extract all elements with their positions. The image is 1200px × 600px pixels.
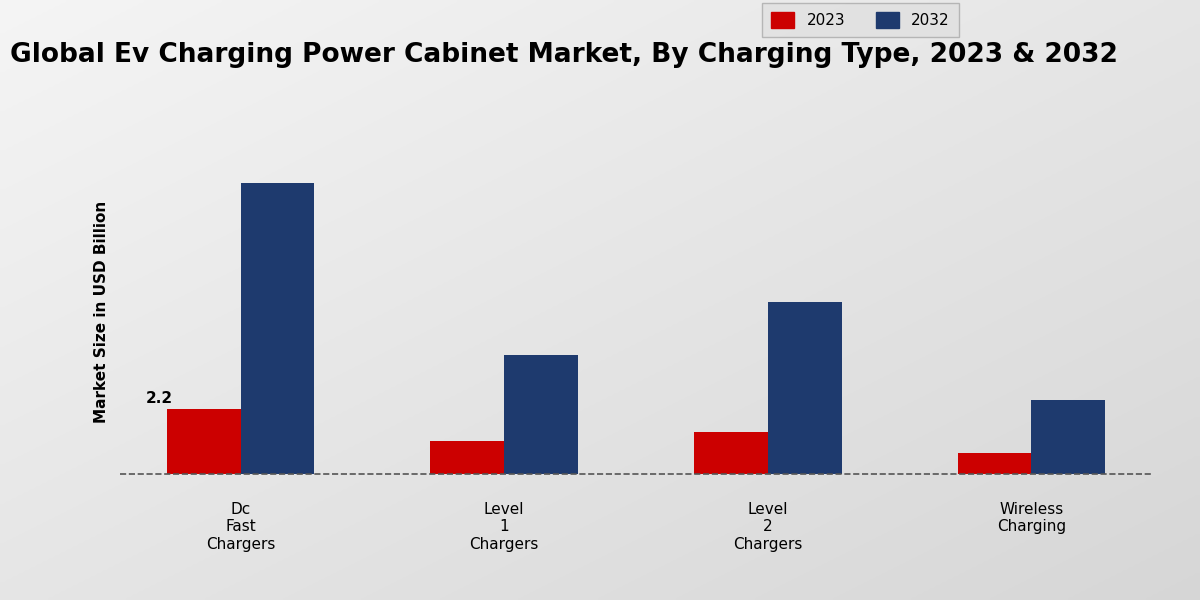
Bar [241,182,314,474]
Bar [1031,400,1105,474]
Bar [958,454,1031,474]
Bar [431,442,504,474]
Bar [768,302,841,474]
Text: Global Ev Charging Power Cabinet Market, By Charging Type, 2023 & 2032: Global Ev Charging Power Cabinet Market,… [10,42,1118,68]
Bar [694,433,768,474]
Text: 2.2: 2.2 [146,391,173,406]
Legend: 2023, 2032: 2023, 2032 [762,3,959,37]
Bar [167,409,241,474]
Bar [504,355,578,474]
Y-axis label: Market Size in USD Billion: Market Size in USD Billion [94,201,109,423]
